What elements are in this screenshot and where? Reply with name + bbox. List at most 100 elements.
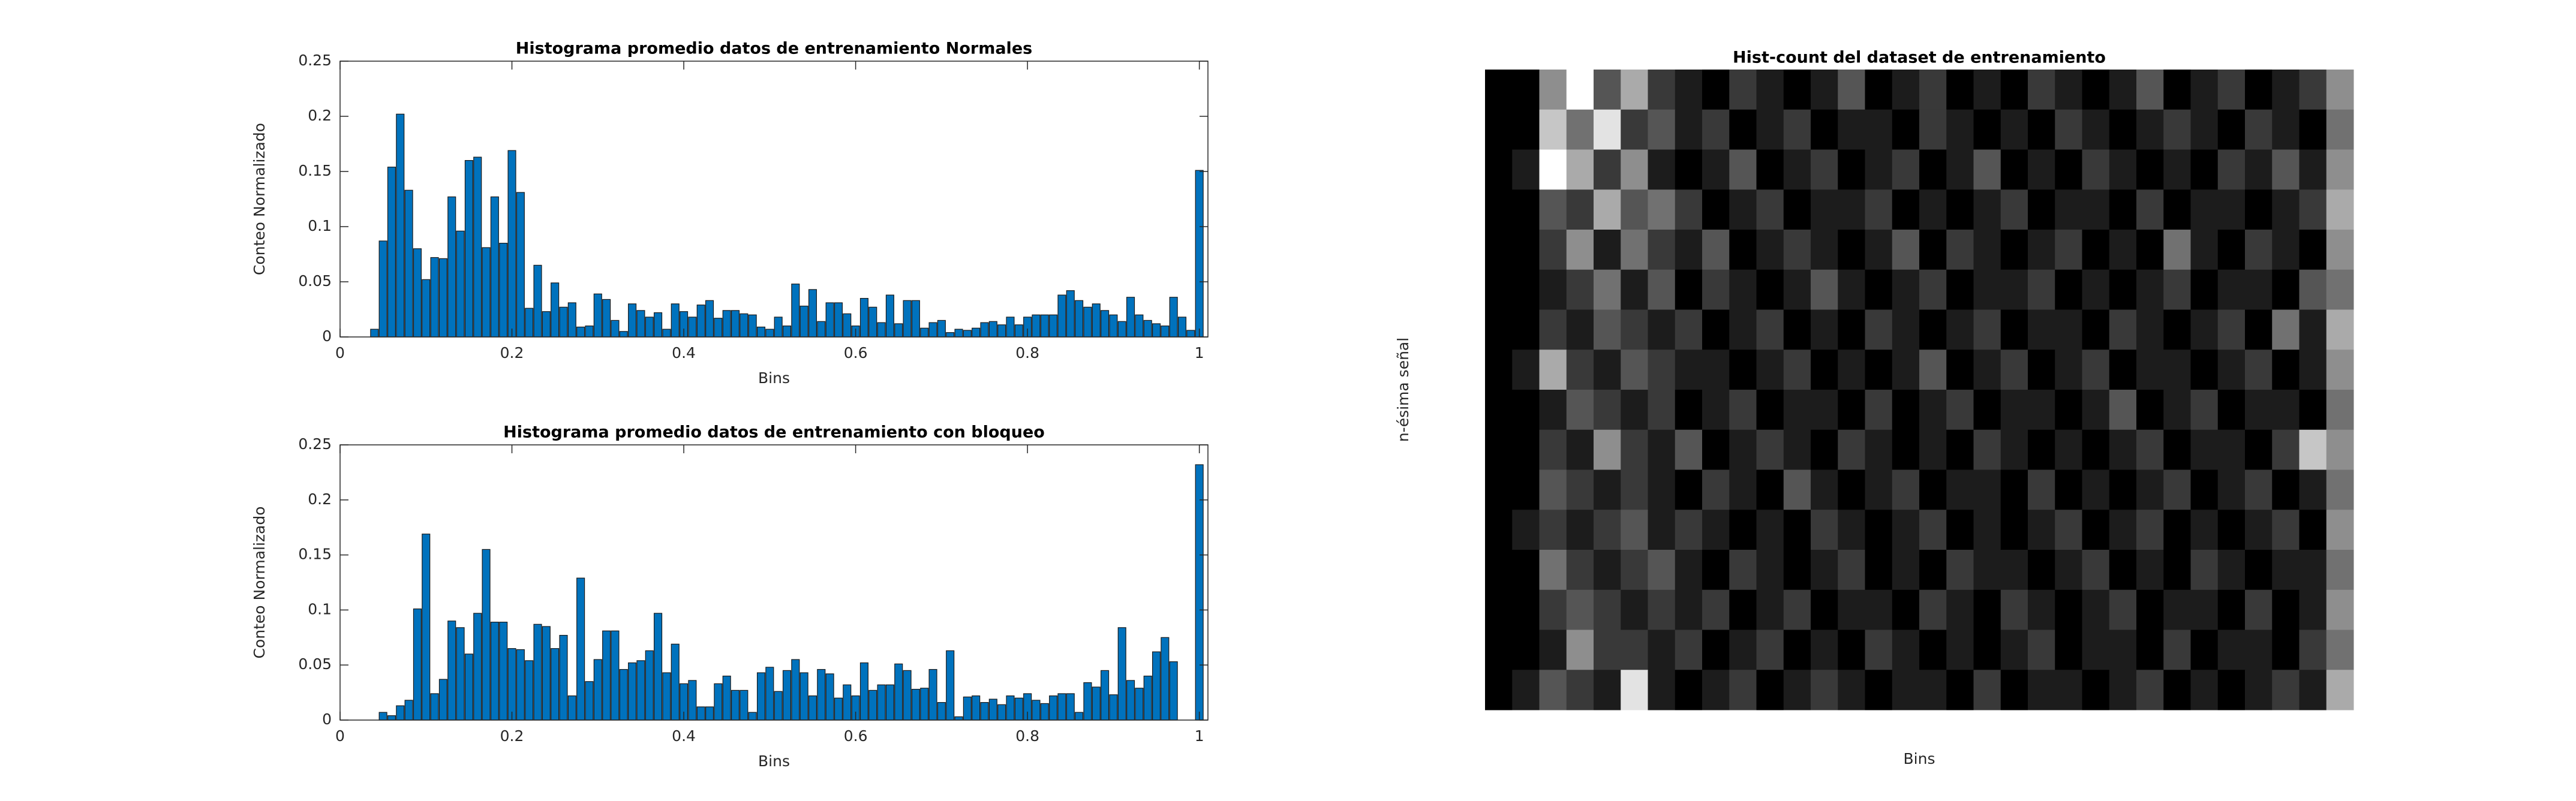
heatmap-cell [1675, 230, 1703, 270]
y-tick-label: 0.15 [298, 546, 332, 563]
heatmap-cell [2082, 429, 2110, 470]
heatmap-cell [2163, 469, 2191, 510]
bar [645, 650, 654, 721]
heatmap-cell [2109, 309, 2137, 350]
heatmap-cell [1756, 269, 1784, 310]
heatmap-cell [1919, 429, 1947, 470]
heatmap-cell [2163, 510, 2191, 550]
bar [885, 684, 894, 721]
heatmap-cell [1946, 589, 1974, 630]
heatmap-cell [1729, 350, 1757, 390]
bar [611, 320, 620, 338]
heatmap-cell [1621, 550, 1648, 591]
heatmap-cell [2326, 269, 2354, 310]
heatmap-cell [1675, 630, 1703, 670]
heatmap-cell [2028, 550, 2055, 591]
heatmap-cell [2082, 189, 2110, 230]
heatmap-cell [1892, 550, 1920, 591]
heatmap-cell [2272, 469, 2300, 510]
heatmap-cell [2082, 149, 2110, 190]
bar [567, 695, 576, 721]
bar [903, 300, 912, 338]
bar [834, 302, 843, 338]
heatmap-cell [1566, 269, 1594, 310]
heatmap-cell [1838, 390, 1865, 430]
heatmap-cell [1919, 309, 1947, 350]
heatmap-cell [2109, 589, 2137, 630]
heatmap-cell [2082, 109, 2110, 150]
heatmap-cell [1566, 429, 1594, 470]
heatmap-cell [2190, 469, 2219, 510]
heatmap-cell [1702, 510, 1730, 550]
bar [1092, 686, 1101, 721]
heatmap-cell [1756, 149, 1784, 190]
heatmap-cell [2299, 109, 2327, 150]
heatmap-cell [1919, 230, 1947, 270]
heatmap-cell [1865, 510, 1893, 550]
heatmap-cell [2245, 350, 2273, 390]
heatmap-cell [2272, 670, 2300, 710]
heatmap-cell [1946, 630, 1974, 670]
bar [1117, 321, 1126, 338]
heatmap-cell [2028, 589, 2055, 630]
bar [1143, 320, 1152, 338]
bar [456, 230, 465, 338]
heatmap-cell [1892, 309, 1920, 350]
heatmap-cell [1811, 589, 1838, 630]
heatmap-cell [2082, 589, 2110, 630]
heatmap-cell [1838, 350, 1865, 390]
heatmap-cell [1594, 149, 1621, 190]
heatmap-cell [2217, 670, 2246, 710]
heatmap-cell [2055, 189, 2082, 230]
bar [378, 240, 387, 338]
heatmap-cell [2136, 350, 2164, 390]
heatmap-cell [1566, 550, 1594, 591]
heatmap-cell [2190, 70, 2219, 110]
bar [963, 330, 972, 338]
heatmap-cell [1946, 189, 1974, 230]
heatmap-cell [2136, 70, 2164, 110]
heatmap-cell [2163, 149, 2191, 190]
heatmap-cell [2326, 350, 2354, 390]
heatmap-cell [1756, 630, 1784, 670]
bar [722, 675, 731, 721]
heatmap-cell [1946, 670, 1974, 710]
heatmap-cell [1539, 70, 1567, 110]
heatmap-cell [1865, 390, 1893, 430]
heatmap-cell [1648, 630, 1676, 670]
x-axis-label: Bins [758, 369, 790, 387]
heatmap-cell [1512, 469, 1540, 510]
bar [1014, 324, 1023, 338]
heatmap-cell [1892, 269, 1920, 310]
bar [422, 534, 431, 721]
heatmap-cell [1675, 390, 1703, 430]
heatmap-cell [2109, 230, 2137, 270]
heatmap-cell [2000, 550, 2028, 591]
heatmap-cell [1729, 589, 1757, 630]
heatmap-cell [1702, 429, 1730, 470]
heatmap-cell [1892, 189, 1920, 230]
heatmap-cell [1811, 510, 1838, 550]
bar [1126, 680, 1135, 721]
heatmap-cell [1946, 350, 1974, 390]
y-tick-label: 0.1 [308, 217, 332, 234]
bar [507, 648, 516, 721]
bar [1075, 300, 1084, 338]
heatmap-cell [2028, 429, 2055, 470]
heatmap-cell [1512, 390, 1540, 430]
heatmap-cell [1539, 309, 1567, 350]
heatmap-cell [2299, 269, 2327, 310]
bar [1195, 170, 1204, 338]
bar [507, 150, 516, 338]
heatmap-cell [1512, 429, 1540, 470]
bar [817, 668, 826, 721]
heatmap-cell [2136, 309, 2164, 350]
heatmap-cell [1973, 70, 2001, 110]
heatmap-cell [1648, 589, 1676, 630]
heatmap-cell [1566, 149, 1594, 190]
heatmap-cell [2082, 269, 2110, 310]
bar [834, 697, 843, 721]
heatmap-cell [1675, 429, 1703, 470]
heatmap-cell [2163, 630, 2191, 670]
x-tick-label: 0.2 [500, 344, 524, 362]
